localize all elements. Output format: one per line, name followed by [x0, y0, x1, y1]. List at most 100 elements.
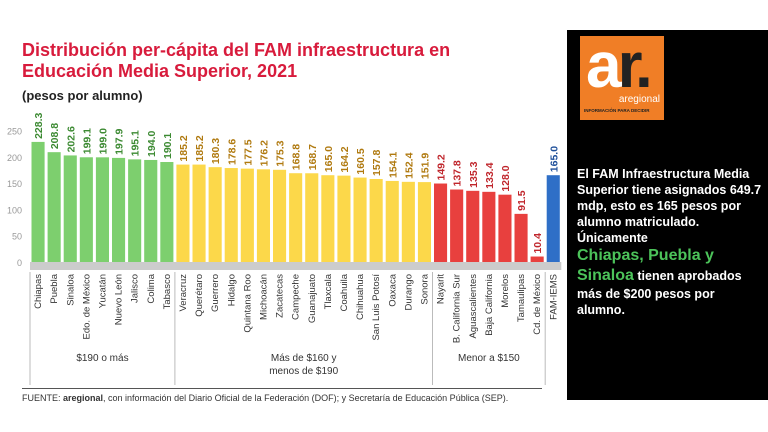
bar — [337, 175, 351, 262]
data-label: 152.4 — [403, 152, 415, 178]
x-tick-label: B. California Sur — [452, 274, 463, 343]
data-label: 176.2 — [258, 140, 270, 166]
x-tick-label: Durango — [403, 274, 414, 310]
data-label: 195.1 — [130, 130, 142, 156]
logo-a: a — [586, 29, 622, 101]
panel-text: El FAM Infraestructura Media Superior ti… — [577, 166, 762, 318]
bar — [369, 178, 383, 262]
x-tick-label: Oaxaca — [387, 273, 398, 306]
chart-title: Distribución per-cápita del FAM infraest… — [22, 40, 451, 81]
source-prefix: FUENTE: — [22, 393, 64, 403]
bar — [434, 183, 448, 262]
logo-tagline: INFORMACIÓN PARA DECIDIR — [584, 108, 650, 113]
bar — [450, 189, 464, 262]
data-label: 228.3 — [33, 112, 45, 138]
data-label: 165.0 — [548, 146, 560, 172]
x-tick-label: Yucatán — [97, 274, 108, 308]
data-label: 128.0 — [500, 165, 512, 191]
bar — [514, 213, 528, 262]
x-tick-label: San Luis Potosí — [371, 274, 382, 341]
y-tick-label: 150 — [7, 179, 22, 189]
x-tick-label: Guanajuato — [307, 274, 318, 323]
x-tick-label: Veracruz — [178, 274, 189, 312]
bar — [353, 177, 367, 262]
bar — [546, 175, 560, 262]
x-tick-label: Tlaxcala — [323, 273, 334, 309]
group-label: Menor a $150 — [458, 353, 520, 364]
data-label: 154.1 — [387, 152, 399, 178]
x-tick-label: Colima — [146, 273, 157, 303]
bar — [95, 157, 109, 262]
y-axis-label: (pesos por alumno) — [22, 88, 143, 103]
bar — [256, 169, 270, 262]
logo-name: aregional — [618, 94, 660, 105]
x-axis-band — [30, 262, 562, 270]
x-tick-label: Jalisco — [130, 274, 141, 303]
bar — [401, 181, 415, 262]
bar — [63, 155, 77, 262]
x-tick-label: Coahuila — [339, 273, 350, 311]
bar — [224, 168, 238, 262]
bar — [417, 182, 431, 262]
data-label: 135.3 — [468, 161, 480, 187]
group-label-line2: menos de $190 — [269, 366, 338, 377]
data-label: 91.5 — [516, 190, 528, 211]
x-tick-label: Tamaulipas — [516, 274, 527, 322]
aregional-logo: ar. aregional INFORMACIÓN PARA DECIDIR — [580, 29, 664, 120]
x-tick-label: Edo. de México — [81, 274, 92, 339]
x-tick-label: Puebla — [49, 273, 60, 303]
x-tick-label: FAM-IEMS — [548, 274, 559, 320]
x-tick-label: Tabasco — [162, 274, 173, 309]
bar — [79, 157, 93, 262]
x-tick-label: Guerrero — [210, 274, 221, 312]
bar — [208, 167, 222, 262]
bar — [144, 159, 158, 262]
data-label: 175.3 — [275, 140, 287, 166]
x-tick-label: Quintana Roo — [242, 274, 253, 333]
x-tick-label: Zacatecas — [275, 274, 286, 318]
bar — [273, 169, 287, 262]
x-tick-label: Nayarit — [436, 274, 447, 304]
bar — [192, 164, 206, 262]
x-tick-label: Chihuahua — [355, 273, 366, 320]
x-tick-label: Sonora — [419, 273, 430, 304]
source-brand: aregional — [63, 393, 104, 403]
bar — [240, 168, 254, 262]
group-label: $190 o más — [76, 353, 128, 364]
data-label: 149.2 — [436, 154, 448, 180]
bar — [385, 180, 399, 262]
data-label: 185.2 — [178, 135, 190, 161]
bar — [466, 190, 480, 262]
bar — [160, 162, 174, 262]
panel-text-1: El FAM Infraestructura Media Superior ti… — [577, 167, 762, 245]
data-label: 178.6 — [226, 139, 238, 165]
y-tick-label: 200 — [7, 153, 22, 163]
bar — [305, 173, 319, 262]
data-label: 180.3 — [210, 138, 222, 164]
y-tick-label: 250 — [7, 127, 22, 137]
data-label: 194.0 — [146, 131, 158, 157]
y-tick-label: 100 — [7, 205, 22, 215]
bar — [31, 141, 45, 262]
bar — [321, 175, 335, 262]
x-tick-label: Michoacán — [258, 274, 269, 320]
data-label: 168.7 — [307, 144, 319, 170]
y-tick-label: 0 — [17, 258, 22, 268]
logo-r: r. — [617, 29, 653, 101]
data-label: 177.5 — [242, 139, 254, 165]
data-label: 199.0 — [97, 128, 109, 154]
bar — [482, 191, 496, 262]
data-label: 133.4 — [484, 162, 496, 188]
data-label: 168.8 — [291, 144, 303, 170]
x-tick-label: Sinaloa — [65, 273, 76, 305]
data-label: 165.0 — [323, 146, 335, 172]
data-label: 197.9 — [114, 128, 126, 154]
data-label: 151.9 — [419, 153, 431, 179]
x-tick-label: Cd. de México — [532, 274, 543, 335]
group-label: Más de $160 y — [271, 353, 337, 364]
bar — [47, 152, 61, 262]
panel-text-2: tienen aprobados más de $200 pesos por a… — [577, 269, 742, 317]
x-tick-label: Chiapas — [33, 274, 44, 309]
bar — [128, 159, 142, 262]
bar — [176, 164, 190, 262]
